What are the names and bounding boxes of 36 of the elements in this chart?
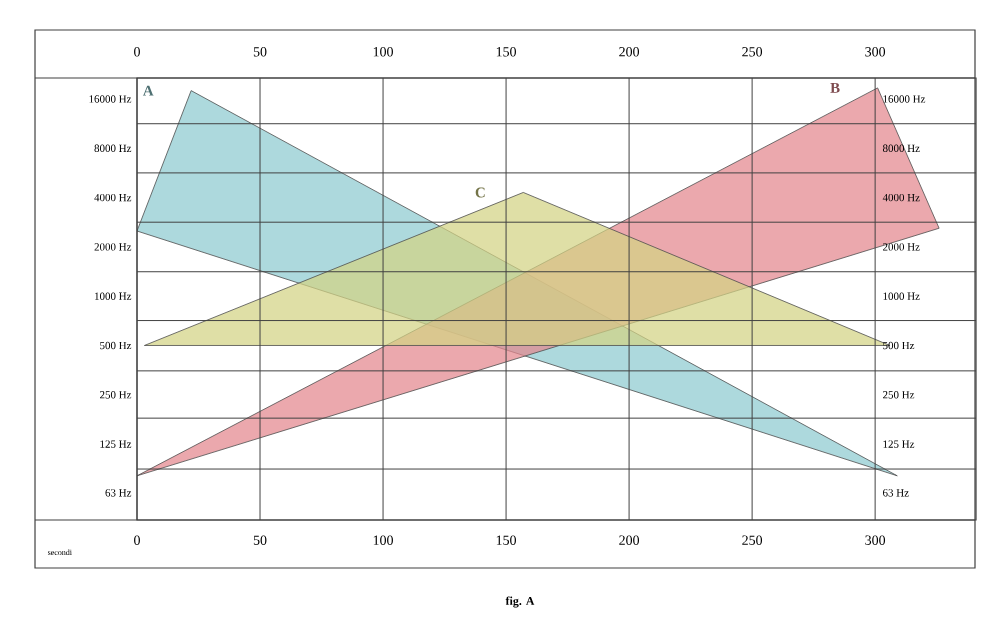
y-tick-label: 8000 Hz [94,144,132,152]
x2-tick-label: 150 [496,47,516,57]
series-label: C [475,187,485,198]
y-tick-label: 2000 Hz [94,243,132,251]
x-tick-label: 150 [496,535,516,545]
text: 63 Hz [883,489,909,497]
text: 1000 Hz [883,292,920,300]
text: 250 Hz [883,391,915,399]
text: 125 Hz [883,440,915,448]
x2-tick-label: 100 [373,47,393,57]
x-tick-label: 100 [373,535,393,545]
x2-tick-label: 300 [865,47,886,57]
y-tick-label: 250 Hz [100,391,132,399]
text: 16000 Hz [883,95,926,103]
y-tick-label: 1000 Hz [95,292,132,300]
x2-tick-label: 250 [742,47,763,57]
x-tick-label: 250 [742,535,763,545]
x-tick-label: 50 [253,535,267,545]
y-tick-label: 125 Hz [100,440,132,448]
y-tick-label: 63 Hz [105,489,132,497]
text: A [142,85,154,96]
x-tick-label: 300 [865,535,886,545]
series-label: B [830,82,840,93]
y-tick-label: 4000 Hz [94,193,132,202]
x2-tick-label: 200 [619,47,640,57]
text: 8000 Hz [882,144,920,152]
y-tick-label: 16000 Hz [89,95,132,103]
x2-tick-label: 0 [134,47,140,57]
x-tick-label: 0 [134,535,140,545]
text: 500 Hz [883,341,915,350]
text: 4000 Hz [882,193,920,202]
y-tick-label: 500 Hz [100,341,132,350]
text: fig. A [505,596,535,608]
x-tick-label: 200 [619,535,640,545]
x2-tick-label: 50 [253,47,267,57]
text: 2000 Hz [883,243,920,251]
